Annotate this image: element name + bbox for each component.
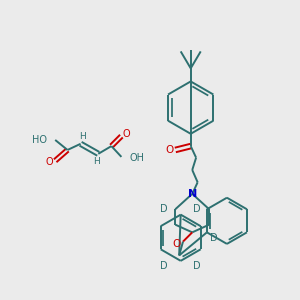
- Text: N: N: [188, 189, 197, 199]
- Text: HO: HO: [32, 135, 47, 145]
- Text: D: D: [194, 261, 201, 272]
- Text: D: D: [210, 233, 218, 243]
- Text: H: H: [79, 132, 86, 141]
- Text: H: H: [93, 157, 100, 166]
- Text: O: O: [165, 145, 173, 155]
- Text: O: O: [173, 239, 181, 249]
- Text: D: D: [160, 261, 168, 272]
- Text: O: O: [123, 129, 130, 139]
- Text: D: D: [160, 204, 168, 214]
- Text: OH: OH: [129, 153, 144, 163]
- Text: O: O: [46, 157, 54, 167]
- Text: D: D: [194, 204, 201, 214]
